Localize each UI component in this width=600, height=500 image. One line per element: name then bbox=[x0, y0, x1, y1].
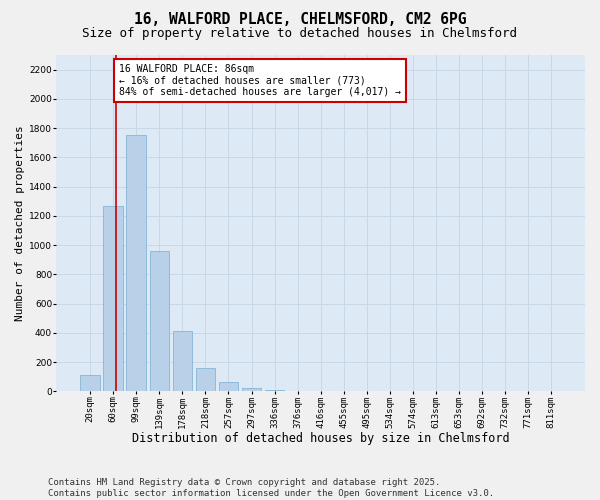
Text: Contains HM Land Registry data © Crown copyright and database right 2025.
Contai: Contains HM Land Registry data © Crown c… bbox=[48, 478, 494, 498]
Bar bbox=[196, 368, 215, 392]
Bar bbox=[173, 332, 192, 392]
Bar bbox=[103, 206, 123, 392]
Bar bbox=[80, 376, 100, 392]
Bar bbox=[218, 382, 238, 392]
X-axis label: Distribution of detached houses by size in Chelmsford: Distribution of detached houses by size … bbox=[132, 432, 509, 445]
Bar bbox=[127, 136, 146, 392]
Bar bbox=[149, 251, 169, 392]
Text: Size of property relative to detached houses in Chelmsford: Size of property relative to detached ho… bbox=[83, 28, 517, 40]
Text: 16 WALFORD PLACE: 86sqm
← 16% of detached houses are smaller (773)
84% of semi-d: 16 WALFORD PLACE: 86sqm ← 16% of detache… bbox=[119, 64, 401, 97]
Bar bbox=[242, 388, 262, 392]
Bar bbox=[265, 390, 284, 392]
Text: 16, WALFORD PLACE, CHELMSFORD, CM2 6PG: 16, WALFORD PLACE, CHELMSFORD, CM2 6PG bbox=[134, 12, 466, 28]
Y-axis label: Number of detached properties: Number of detached properties bbox=[15, 126, 25, 321]
